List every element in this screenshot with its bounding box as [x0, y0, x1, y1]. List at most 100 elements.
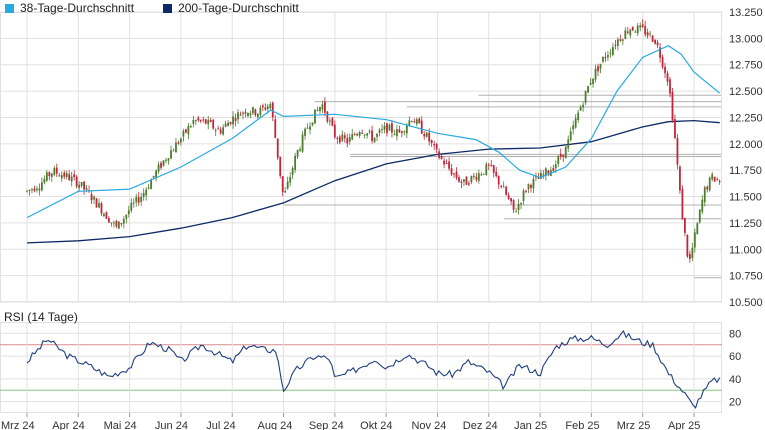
candle-down [326, 111, 329, 122]
candle-down [33, 188, 36, 192]
candle-up [639, 25, 642, 28]
candle-up [103, 213, 105, 216]
candle-down [552, 168, 555, 171]
price-tick-label: 12.250 [729, 112, 763, 124]
candle-down [68, 174, 71, 181]
candle-down [199, 120, 202, 122]
candle-up [527, 184, 530, 190]
candle-up [470, 176, 473, 183]
candle-up [393, 134, 396, 136]
candle-down [343, 135, 346, 139]
candle-up [43, 178, 46, 183]
candlesticks [26, 19, 721, 263]
candle-up [122, 218, 125, 224]
candle-up [296, 150, 299, 157]
candle-up [162, 160, 165, 166]
candle-down [465, 176, 468, 185]
candle-up [304, 128, 306, 136]
candle-down [438, 151, 441, 158]
candle-down [455, 171, 458, 178]
candle-up [93, 196, 95, 200]
candle-down [202, 119, 205, 121]
price-tick-label: 11.500 [729, 192, 762, 204]
x-tick-label: Jul 24 [206, 420, 235, 430]
candle-down [559, 153, 562, 157]
legend-item-ma38[interactable]: 38-Tage-Durchschnitt [0, 1, 134, 15]
candle-up [351, 134, 354, 140]
candle-down [90, 194, 93, 201]
candle-down [631, 26, 634, 31]
candle-down [75, 176, 78, 187]
candle-up [356, 133, 359, 136]
candle-up [698, 209, 701, 223]
candle-up [522, 190, 525, 201]
candle-up [358, 132, 361, 136]
candle-up [147, 187, 150, 189]
price-levels [283, 94, 721, 279]
x-tick-label: Mrz 25 [617, 420, 651, 430]
candle-up [517, 203, 520, 211]
candle-up [564, 146, 567, 159]
candle-down [55, 167, 58, 174]
candle-up [28, 189, 31, 191]
candle-up [78, 184, 81, 188]
candle-up [289, 176, 292, 183]
candle-down [448, 161, 450, 169]
candle-up [182, 130, 185, 137]
x-tick-label: Aug 24 [258, 420, 293, 430]
candle-up [572, 125, 575, 130]
candle-down [120, 223, 123, 225]
x-tick-label: Mai 24 [104, 420, 137, 430]
candle-down [450, 168, 453, 175]
price-tick-label: 11.250 [729, 218, 762, 230]
candle-up [502, 186, 505, 188]
legend: 38-Tage-Durchschnitt 200-Tage-Durchschni… [0, 0, 323, 16]
candle-up [328, 120, 331, 122]
candle-up [624, 30, 627, 39]
candle-down [688, 253, 691, 259]
candle-up [145, 189, 148, 196]
candle-down [718, 180, 721, 182]
rsi-tick-label: 80 [729, 328, 741, 340]
candle-down [271, 102, 274, 118]
candle-up [187, 126, 190, 135]
price-panel-frame [0, 12, 722, 302]
candle-down [212, 119, 215, 129]
candle-up [222, 127, 225, 135]
price-tick-label: 12.500 [729, 86, 763, 98]
candle-down [445, 163, 448, 165]
candle-up [259, 107, 262, 115]
ma38-series [26, 45, 721, 219]
candle-up [711, 174, 714, 180]
rsi-tick-label: 20 [729, 397, 741, 409]
candle-down [443, 160, 445, 165]
legend-item-ma200[interactable]: 200-Tage-Durchschnitt [158, 1, 299, 15]
candle-up [36, 188, 38, 191]
x-tick-label: Apr 25 [668, 420, 700, 430]
candle-up [691, 247, 694, 259]
candle-up [38, 188, 41, 191]
candle-up [135, 196, 138, 203]
candle-up [249, 113, 252, 116]
candle-down [468, 183, 470, 185]
candle-up [366, 133, 369, 136]
candle-down [537, 178, 540, 180]
candle-up [373, 137, 376, 143]
candle-down [614, 44, 617, 46]
candle-down [73, 174, 76, 178]
candle-up [189, 126, 192, 128]
candle-down [229, 122, 232, 124]
candle-up [696, 223, 699, 235]
candle-up [477, 173, 480, 181]
candle-up [316, 109, 319, 111]
candle-down [217, 128, 220, 130]
candle-up [266, 106, 269, 110]
candle-down [713, 176, 716, 182]
candle-down [495, 171, 498, 176]
candle-up [383, 125, 386, 130]
legend-swatch-ma38 [5, 3, 14, 13]
ma38-line [26, 45, 721, 219]
candle-up [127, 210, 130, 214]
candle-up [130, 202, 133, 211]
